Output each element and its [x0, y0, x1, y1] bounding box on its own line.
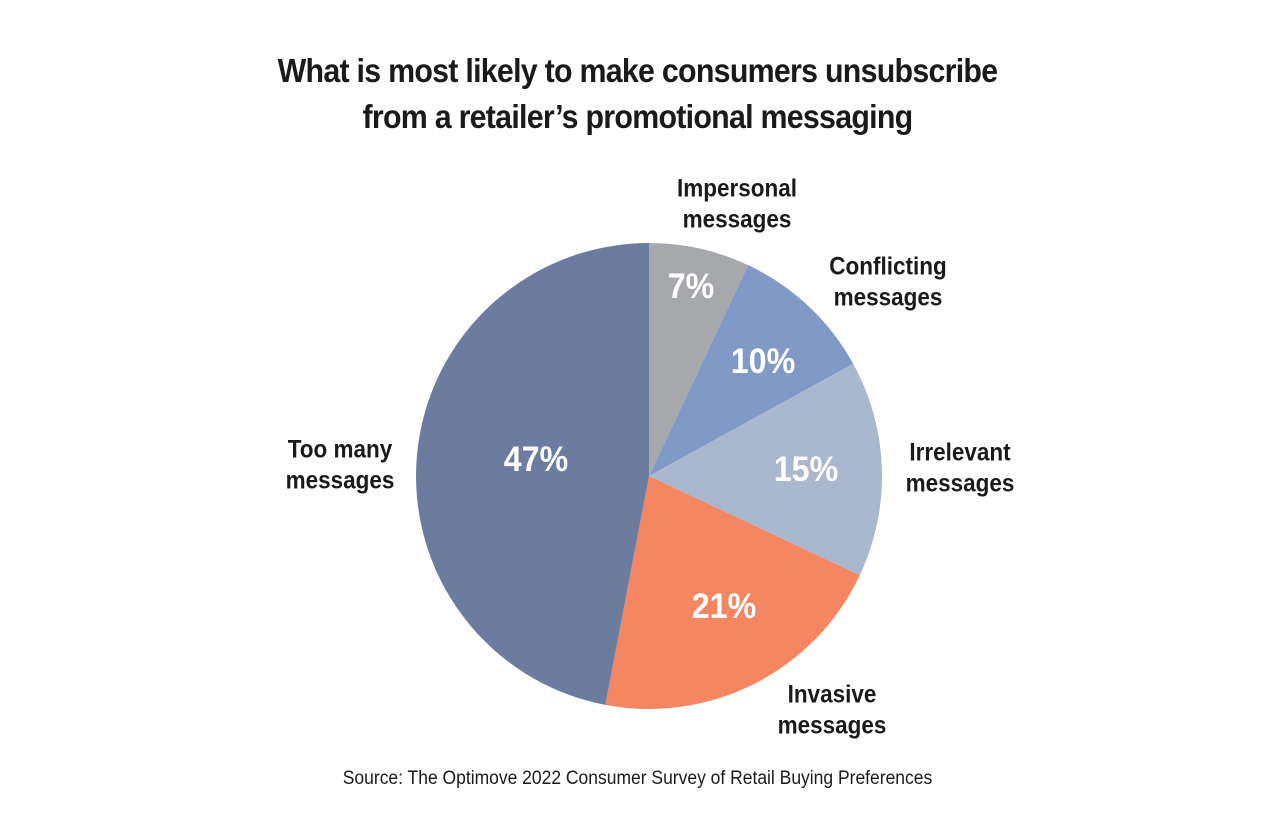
- pie-percent-label-4: 47%: [504, 441, 568, 480]
- chart-title-line-1: What is most likely to make consumers un…: [277, 52, 999, 89]
- pie-category-label-3: Invasive messages: [778, 681, 887, 740]
- pie-category-label-0: Impersonal messages: [677, 175, 797, 234]
- pie-slice-0: [649, 243, 749, 476]
- pie-slice-1: [649, 265, 854, 476]
- percentage-labels: 7% 10% 15% 21% 47%: [504, 268, 838, 627]
- pie-percent-label-0: 7%: [668, 268, 715, 307]
- pie-slice-4: [416, 243, 649, 705]
- pie-slice-3: [605, 476, 860, 709]
- category-labels: Impersonal messages Conflicting messages Irr…: [286, 175, 1015, 740]
- pie-category-label-2: Irrelevant messages: [906, 439, 1015, 498]
- pie-percent-label-3: 21%: [692, 588, 756, 627]
- pie-slices: [416, 243, 882, 709]
- chart-title-line-2: from a retailer’s promotional messaging: [362, 98, 914, 135]
- pie-percent-label-2: 15%: [774, 451, 838, 490]
- source-note: Source: The Optimove 2022 Consumer Surve…: [342, 768, 933, 789]
- pie-percent-label-1: 10%: [731, 343, 795, 382]
- pie-slice-2: [649, 363, 882, 576]
- pie-category-label-1: Conflicting messages: [829, 253, 946, 312]
- pie-category-label-4: Too many messages: [286, 436, 395, 495]
